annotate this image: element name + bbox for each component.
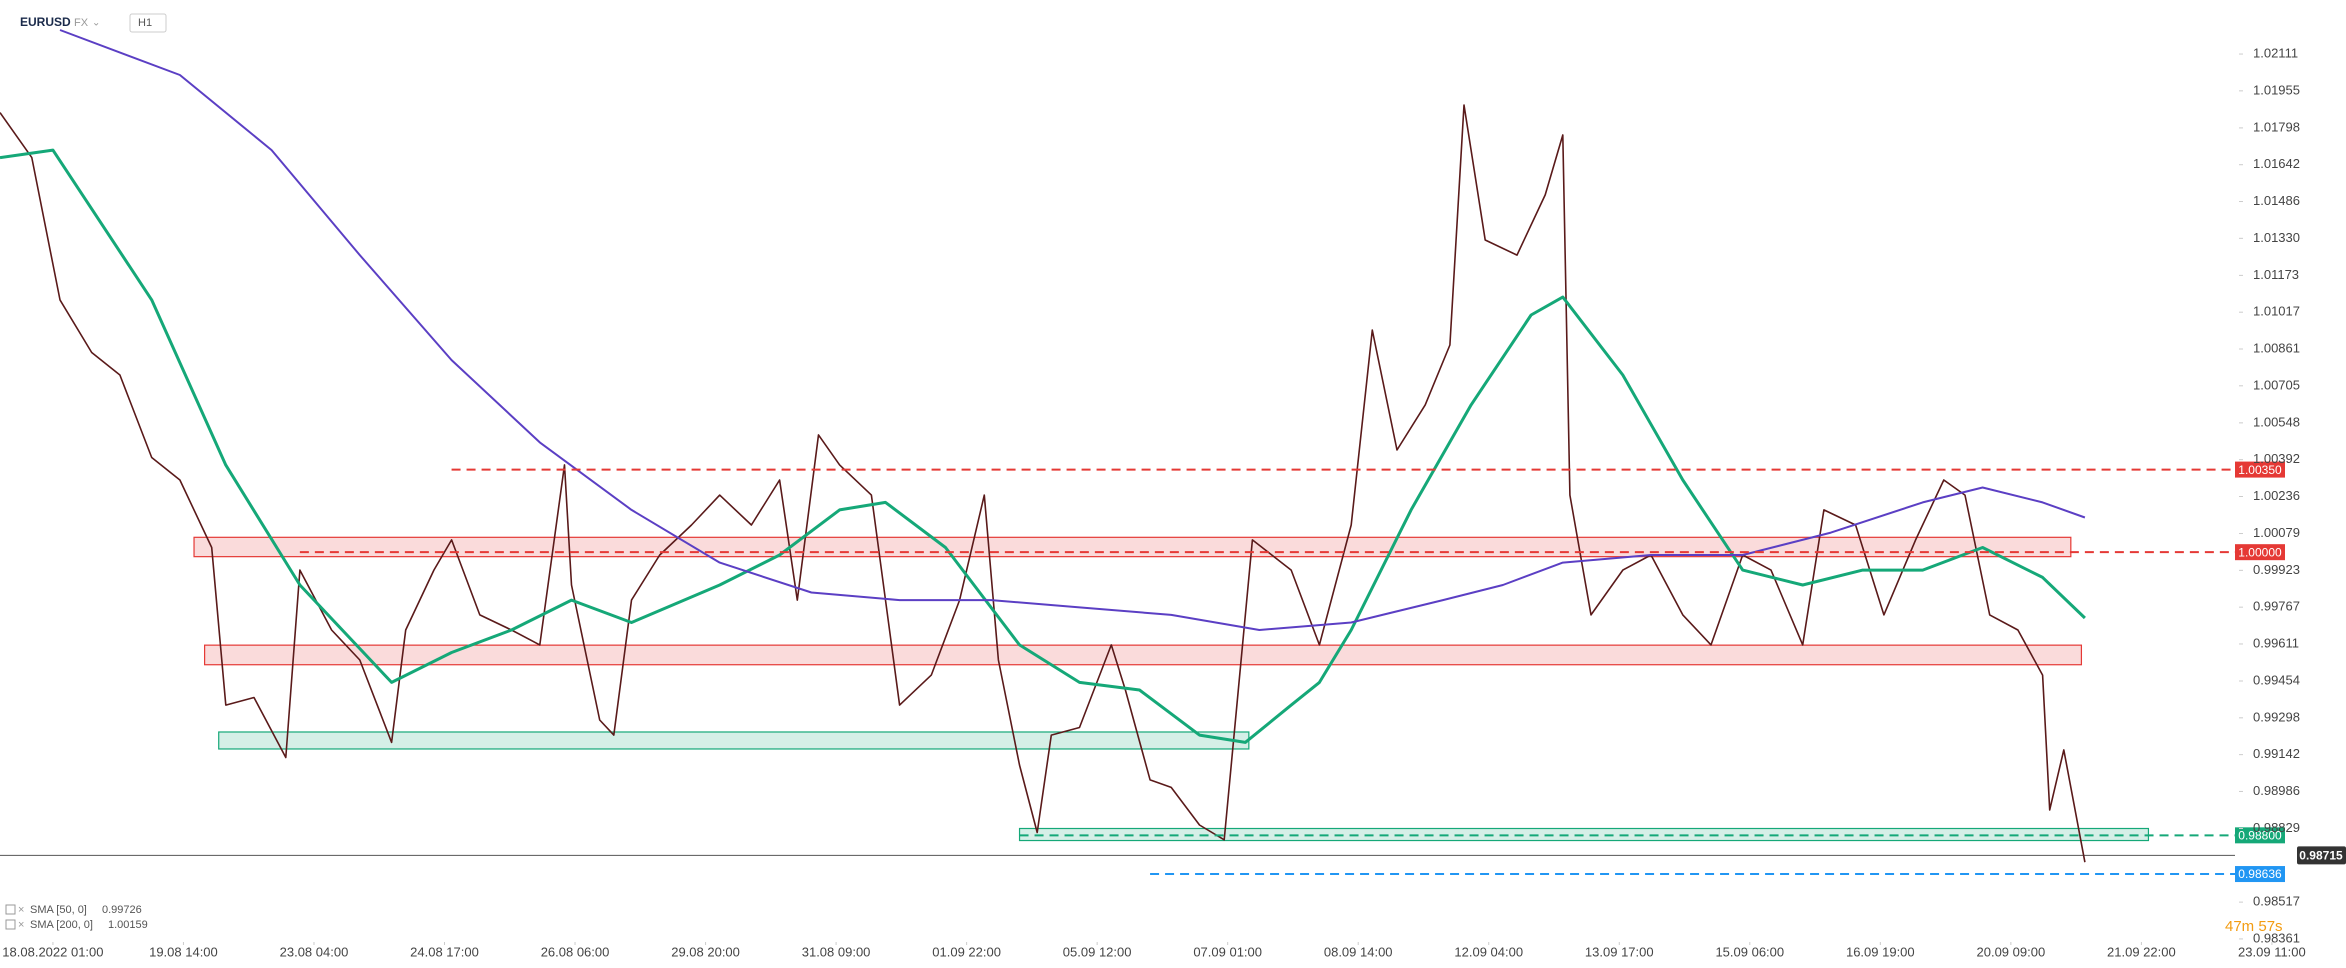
y-tick-label: 0.98829 bbox=[2253, 820, 2300, 835]
legend-value: 0.99726 bbox=[102, 904, 142, 916]
sma-line bbox=[0, 148, 2086, 744]
y-tick-label: 1.00236 bbox=[2253, 488, 2300, 503]
y-tick-label: 0.99142 bbox=[2253, 746, 2300, 761]
legend-close: × bbox=[18, 919, 24, 931]
y-tick-label: 1.00079 bbox=[2253, 525, 2300, 540]
level-tag bbox=[2235, 461, 2285, 478]
y-tick-label: 1.01798 bbox=[2253, 119, 2300, 134]
x-tick-label: 05.09 12:00 bbox=[1063, 944, 1132, 959]
interval[interactable]: H1 bbox=[138, 17, 152, 29]
x-tick-label: 21.09 22:00 bbox=[2107, 944, 2176, 959]
y-tick-label: 1.00861 bbox=[2253, 340, 2300, 355]
zone bbox=[204, 644, 2083, 666]
y-tick-label: 1.00548 bbox=[2253, 414, 2300, 429]
x-tick-label: 26.08 06:00 bbox=[541, 944, 610, 959]
x-tick-label: 16.09 19:00 bbox=[1846, 944, 1915, 959]
x-tick-label: 01.09 22:00 bbox=[932, 944, 1001, 959]
market: FX bbox=[74, 17, 89, 29]
x-tick-label: 15.09 06:00 bbox=[1715, 944, 1784, 959]
x-tick-label: 07.09 01:00 bbox=[1193, 944, 1262, 959]
legend-name: SMA [200, 0] bbox=[30, 919, 93, 931]
zone bbox=[218, 731, 1250, 750]
x-tick-label: 18.08.2022 01:00 bbox=[2, 944, 103, 959]
y-tick-label: 0.99611 bbox=[2253, 635, 2299, 650]
level-tag bbox=[2235, 827, 2285, 844]
timer: 47m 57s bbox=[2225, 918, 2283, 935]
y-tick-label: 1.01486 bbox=[2253, 193, 2300, 208]
y-tick-label: 0.98517 bbox=[2253, 894, 2300, 909]
y-tick-label: 1.01955 bbox=[2253, 82, 2300, 97]
y-tick-label: 1.01173 bbox=[2253, 267, 2299, 282]
interval-box[interactable] bbox=[129, 13, 167, 33]
level-label: 1.00000 bbox=[2238, 545, 2282, 559]
y-tick-label: 0.98986 bbox=[2253, 783, 2300, 798]
y-tick-label: 0.98361 bbox=[2253, 930, 2300, 945]
level-label: 1.00350 bbox=[2238, 463, 2282, 477]
x-tick-label: 23.09 11:00 bbox=[2238, 944, 2306, 959]
sma-line bbox=[59, 29, 2086, 631]
y-tick-label: 1.02111 bbox=[2253, 45, 2298, 60]
y-tick-label: 1.01017 bbox=[2253, 304, 2300, 319]
legend-close: × bbox=[18, 904, 24, 916]
y-tick-label: 1.00705 bbox=[2253, 377, 2300, 392]
legend-value: 1.00159 bbox=[108, 919, 148, 931]
x-tick-label: 08.09 14:00 bbox=[1324, 944, 1393, 959]
level-label: 0.98636 bbox=[2238, 867, 2282, 881]
price-label: 0.98715 bbox=[2299, 849, 2343, 863]
y-tick-label: 0.99454 bbox=[2253, 672, 2300, 687]
zone bbox=[193, 536, 2072, 558]
y-tick-label: 1.01330 bbox=[2253, 230, 2300, 245]
legend-name: SMA [50, 0] bbox=[30, 904, 87, 916]
level-tag bbox=[2235, 544, 2285, 561]
symbol[interactable]: EURUSD bbox=[20, 15, 71, 29]
x-tick-label: 24.08 17:00 bbox=[410, 944, 479, 959]
x-tick-label: 19.08 14:00 bbox=[149, 944, 218, 959]
y-tick-label: 0.99298 bbox=[2253, 709, 2300, 724]
level-tag bbox=[2235, 866, 2285, 883]
y-tick-label: 1.01642 bbox=[2253, 156, 2300, 171]
dropdown-arrow[interactable]: ⌄ bbox=[92, 18, 100, 29]
x-tick-label: 12.09 04:00 bbox=[1454, 944, 1523, 959]
y-tick-label: 0.99923 bbox=[2253, 562, 2300, 577]
x-tick-label: 13.09 17:00 bbox=[1585, 944, 1654, 959]
y-tick-label: 0.99767 bbox=[2253, 599, 2300, 614]
level-label: 0.98800 bbox=[2238, 829, 2282, 843]
legend-icon bbox=[5, 919, 16, 930]
price-tag bbox=[2297, 846, 2346, 865]
x-tick-label: 23.08 04:00 bbox=[280, 944, 349, 959]
legend-icon bbox=[5, 904, 16, 915]
x-tick-label: 29.08 20:00 bbox=[671, 944, 740, 959]
x-tick-label: 31.08 09:00 bbox=[802, 944, 871, 959]
x-tick-label: 20.09 09:00 bbox=[1977, 944, 2046, 959]
y-tick-label: 1.00392 bbox=[2253, 451, 2300, 466]
